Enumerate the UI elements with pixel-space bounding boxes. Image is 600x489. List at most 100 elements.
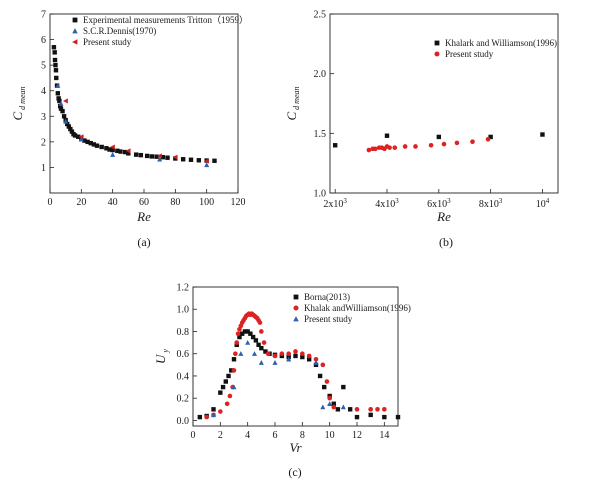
data-point <box>253 338 259 343</box>
data-point <box>392 145 398 150</box>
panel-c: 0 2 4 6 8 10 12 14 0.0 0.2 0.4 0.6 0.8 1.0 1.2 Vr U y (c)… <box>153 283 411 480</box>
y-axis-label: C d mean <box>284 87 301 121</box>
data-point <box>53 62 58 68</box>
data-point <box>322 384 327 390</box>
legend-marker <box>72 17 78 23</box>
data-point <box>258 359 264 365</box>
panel-b: 2x103 4x103 6x103 8x103 104 1.0 1.5 2.0 2.5 Re C d… <box>284 10 559 249</box>
data-point <box>210 412 217 418</box>
data-point <box>331 401 336 406</box>
data-point <box>61 114 67 119</box>
data-point <box>197 414 203 420</box>
data-point <box>99 144 104 150</box>
data-point <box>56 96 61 101</box>
data-point <box>52 50 57 55</box>
y-tick-label: 4 <box>41 86 46 97</box>
data-point <box>68 126 73 132</box>
x-axis-label: Vr <box>289 440 302 455</box>
legend-marker <box>72 28 78 34</box>
data-point <box>256 342 261 348</box>
x-tick-label: 4 <box>245 430 250 441</box>
data-point <box>237 334 242 340</box>
data-point <box>259 329 264 334</box>
x-axis-label: Re <box>136 209 151 224</box>
y-tick-label: 3 <box>41 112 46 123</box>
x-tick-label: 8x103 <box>479 197 503 210</box>
data-point <box>332 143 338 148</box>
x-tick-label: 12 <box>352 430 362 441</box>
data-point <box>126 151 131 156</box>
y-tick-label: 1.2 <box>177 283 190 294</box>
data-point <box>55 91 61 96</box>
series-2 <box>366 136 491 153</box>
data-point <box>402 144 408 149</box>
y-tick-label: 1.5 <box>314 129 327 140</box>
data-point <box>54 75 59 81</box>
x-tick-label: 40 <box>108 197 118 208</box>
data-point <box>82 138 87 143</box>
legend: Borna(2013)Khalak andWilliamson(1996)Pre… <box>293 292 411 324</box>
data-point <box>245 329 250 334</box>
data-point <box>58 106 64 111</box>
data-point <box>55 82 61 88</box>
data-point <box>218 390 223 395</box>
data-point <box>133 152 139 157</box>
series-1 <box>51 45 217 163</box>
y-tick-label: 0.0 <box>177 416 190 427</box>
data-point <box>138 152 144 158</box>
data-point <box>384 133 390 138</box>
legend-label: Khalak andWilliamson(1996) <box>304 303 411 313</box>
data-point <box>196 158 202 163</box>
data-point <box>240 331 245 336</box>
data-point <box>53 68 59 73</box>
data-point <box>354 414 360 420</box>
data-point <box>160 155 165 160</box>
legend-label: Khalark and Williamson(1996) <box>445 38 557 48</box>
data-point <box>65 121 70 127</box>
x-tick-label: 8 <box>300 430 305 441</box>
data-point <box>234 340 240 345</box>
data-point <box>320 362 326 368</box>
x-tick-label: 14 <box>379 430 389 441</box>
y-tick-label: 2.0 <box>314 69 327 80</box>
data-point <box>293 349 298 354</box>
data-point <box>279 351 285 357</box>
legend-label: S.C.R.Dennis(1970) <box>83 26 156 36</box>
data-point <box>60 108 65 114</box>
data-point <box>382 414 387 420</box>
data-point <box>382 407 387 412</box>
data-point <box>91 142 97 147</box>
legend-marker <box>434 40 440 46</box>
x-tick-label: 10 <box>325 430 335 441</box>
x-tick-label: 0 <box>48 197 53 208</box>
data-point <box>327 395 332 401</box>
data-point <box>115 148 120 154</box>
y-tick-label: 0.8 <box>177 327 190 338</box>
data-point <box>272 359 278 365</box>
data-point <box>340 404 346 410</box>
data-point <box>540 132 545 137</box>
data-point <box>300 354 305 360</box>
legend-marker <box>293 305 299 311</box>
data-point <box>57 98 62 104</box>
y-tick-label: 0.6 <box>177 349 190 360</box>
series-3 <box>210 339 346 418</box>
data-point <box>373 146 378 152</box>
data-point <box>110 147 115 153</box>
data-point <box>293 353 298 359</box>
data-point <box>320 404 326 410</box>
legend-marker <box>434 51 440 57</box>
data-point <box>413 144 418 149</box>
data-point <box>428 142 434 148</box>
series-3 <box>63 98 209 164</box>
x-tick-label: 60 <box>139 197 149 208</box>
legend-marker <box>293 294 299 300</box>
data-point <box>157 153 162 159</box>
data-point <box>324 379 330 384</box>
data-point <box>347 407 353 412</box>
data-point <box>125 148 131 154</box>
data-point <box>66 124 71 129</box>
data-point <box>368 412 373 418</box>
legend-label: Present study <box>445 49 494 59</box>
